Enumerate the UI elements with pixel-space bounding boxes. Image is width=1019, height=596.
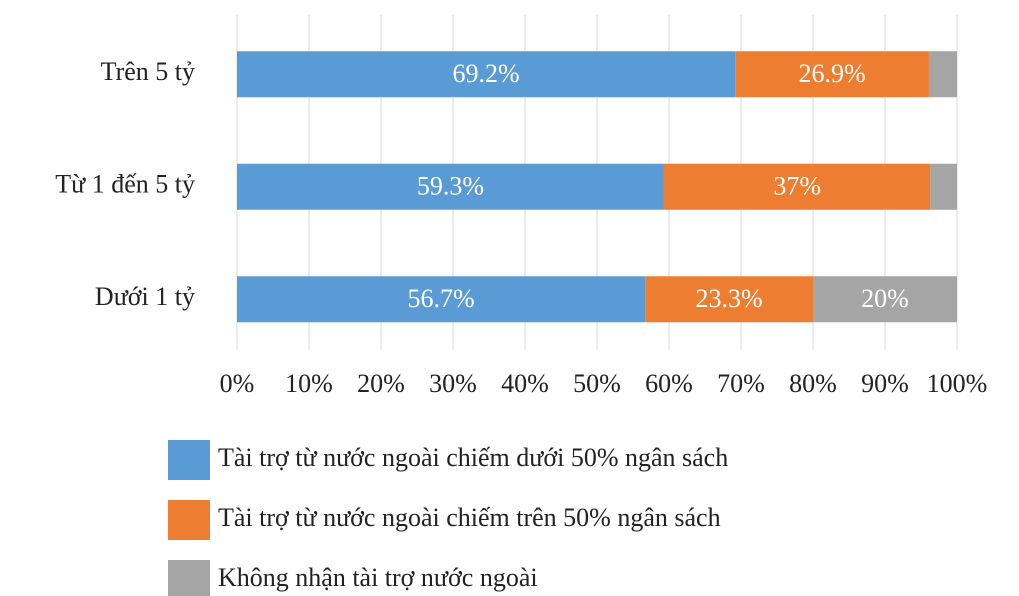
bar-segment xyxy=(928,51,957,98)
bar-segment xyxy=(237,51,736,98)
bar-segment xyxy=(813,276,957,323)
legend-swatch xyxy=(168,560,210,596)
legend-swatch xyxy=(168,500,210,540)
data-label: 69.2% xyxy=(453,59,520,88)
x-tick-label: 60% xyxy=(645,369,693,398)
bar-segment xyxy=(237,276,646,323)
bar-segment xyxy=(663,163,931,210)
x-tick-label: 50% xyxy=(573,369,621,398)
data-label: 26.9% xyxy=(798,59,865,88)
x-tick-label: 100% xyxy=(927,369,988,398)
x-tick-label: 90% xyxy=(861,369,909,398)
x-tick-label: 40% xyxy=(501,369,549,398)
y-tick-label: Từ 1 đến 5 tỷ xyxy=(55,170,195,199)
x-tick-label: 80% xyxy=(789,369,837,398)
x-tick-label: 10% xyxy=(285,369,333,398)
bar-segment xyxy=(237,163,664,210)
x-tick-label: 30% xyxy=(429,369,477,398)
data-label: 20% xyxy=(861,284,909,313)
x-tick-label: 0% xyxy=(220,369,255,398)
data-label: 56.7% xyxy=(408,284,475,313)
legend-label: Tài trợ từ nước ngoài chiếm dưới 50% ngâ… xyxy=(218,443,728,472)
y-tick-label: Dưới 1 tỷ xyxy=(95,282,195,311)
bar-segment xyxy=(645,276,813,323)
x-tick-label: 70% xyxy=(717,369,765,398)
data-label: 23.3% xyxy=(696,284,763,313)
y-tick-label: Trên 5 tỷ xyxy=(101,57,195,86)
data-label: 37% xyxy=(773,172,821,201)
legend-label: Tài trợ từ nước ngoài chiếm trên 50% ngâ… xyxy=(218,503,721,532)
data-label: 59.3% xyxy=(417,172,484,201)
bar-segment xyxy=(930,163,957,210)
legend-label: Không nhận tài trợ nước ngoài xyxy=(218,563,538,592)
x-tick-label: 20% xyxy=(357,369,405,398)
legend-swatch xyxy=(168,440,210,480)
bar-segment xyxy=(735,51,929,98)
